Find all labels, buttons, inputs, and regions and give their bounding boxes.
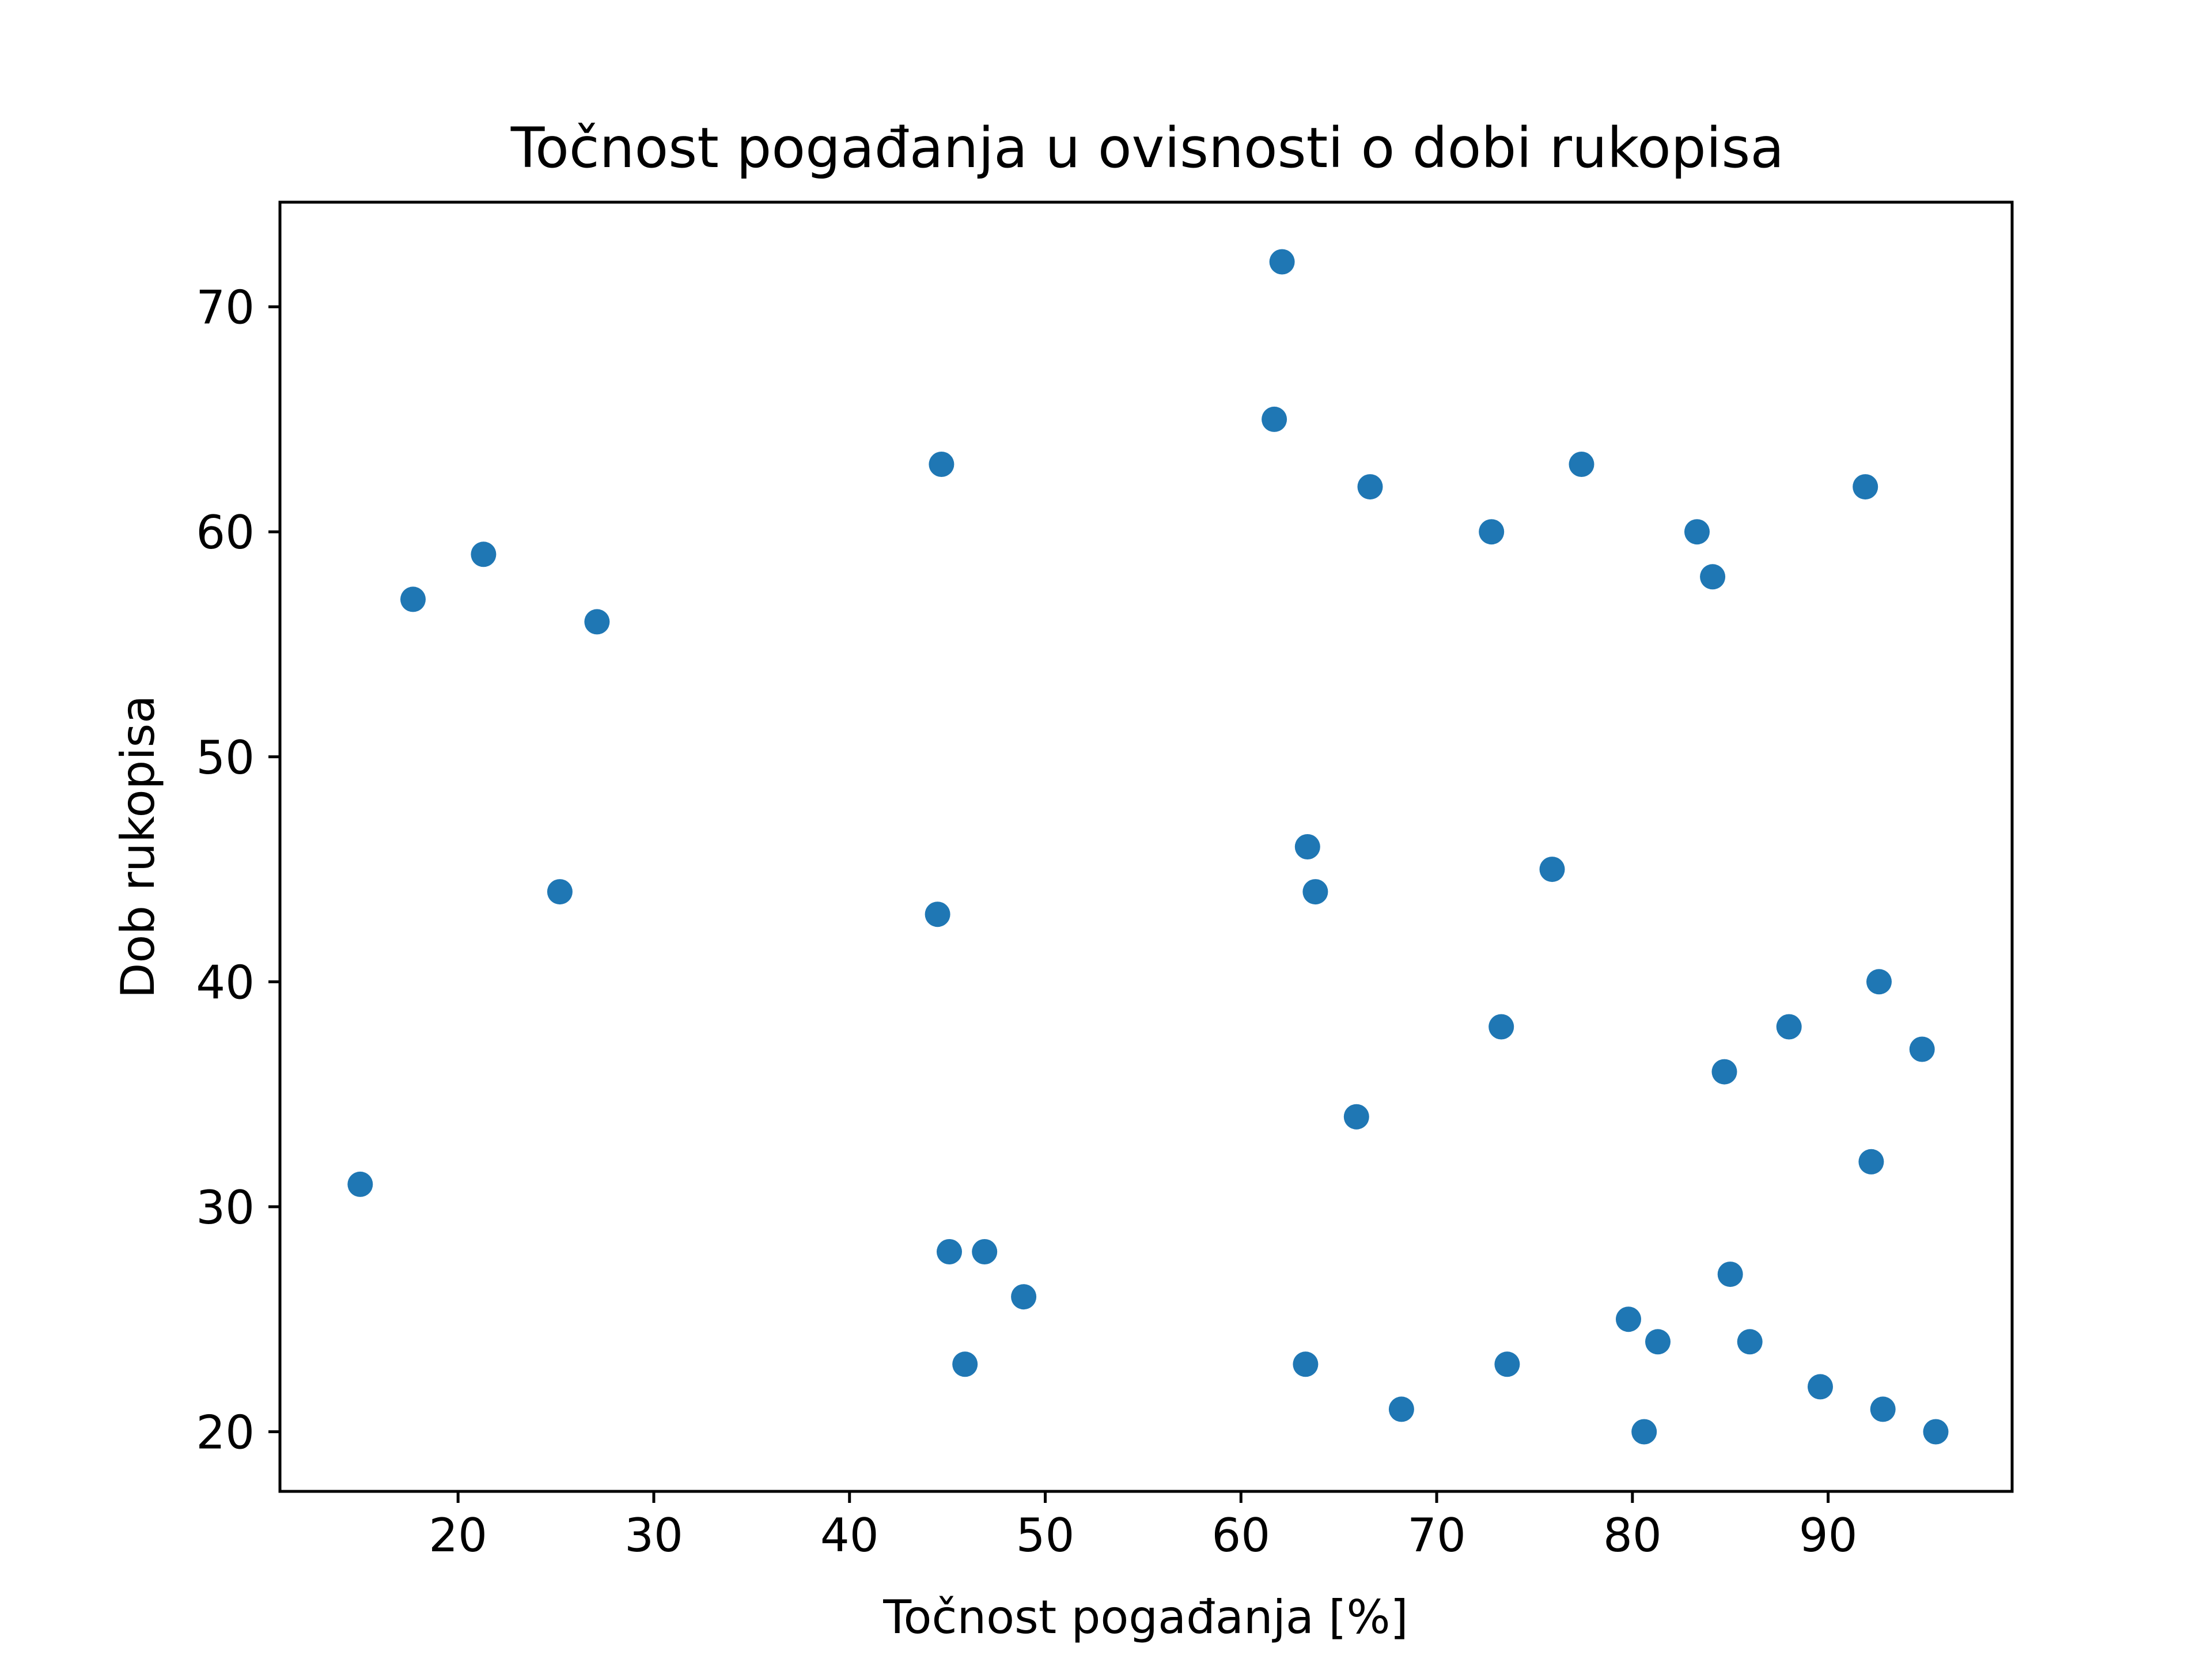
x-tick-label: 40 [820, 1509, 879, 1562]
data-point [1737, 1329, 1763, 1355]
data-point [1631, 1419, 1657, 1445]
plot-frame [278, 200, 2014, 1493]
data-point [584, 609, 610, 635]
data-point [347, 1171, 373, 1197]
data-point [400, 586, 426, 612]
data-point [1923, 1419, 1949, 1445]
data-point [925, 902, 950, 927]
data-point [1776, 1014, 1802, 1040]
x-tick-label: 20 [429, 1509, 487, 1562]
data-point [929, 452, 955, 477]
data-point [1262, 406, 1287, 432]
y-tick-label: 60 [196, 506, 255, 559]
data-point [1717, 1262, 1743, 1287]
data-point [1302, 879, 1328, 905]
data-point [1293, 1351, 1319, 1377]
data-point [952, 1351, 978, 1377]
data-point [1269, 249, 1295, 275]
y-tick-label: 20 [196, 1406, 255, 1459]
data-point [547, 879, 573, 905]
data-point [1616, 1306, 1641, 1332]
x-axis: 20 30 40 50 60 70 80 90 [429, 1491, 1858, 1562]
x-tick-label: 70 [1407, 1509, 1466, 1562]
x-tick-label: 50 [1016, 1509, 1075, 1562]
y-axis-label: Dob rukopisa [111, 695, 165, 998]
data-point [1479, 519, 1505, 545]
data-point [972, 1239, 998, 1264]
data-point [1808, 1374, 1833, 1400]
data-point [1357, 474, 1383, 500]
x-tick-label: 90 [1799, 1509, 1858, 1562]
x-tick-label: 60 [1211, 1509, 1270, 1562]
y-tick-label: 70 [196, 281, 255, 335]
y-tick-label: 30 [196, 1181, 255, 1234]
data-point [1388, 1396, 1414, 1422]
data-point [1645, 1329, 1671, 1355]
data-point [1866, 969, 1892, 995]
data-point [937, 1239, 962, 1264]
chart-title: Točnost pogađanja u ovisnosti o dobi ruk… [510, 116, 1784, 180]
y-axis: 20 30 40 50 60 70 [196, 281, 280, 1459]
data-point [1684, 519, 1710, 545]
data-point [1539, 857, 1565, 882]
data-point [1343, 1104, 1369, 1130]
x-tick-label: 80 [1603, 1509, 1662, 1562]
points-layer [347, 249, 1949, 1445]
data-point [1494, 1351, 1520, 1377]
data-point [1700, 564, 1726, 590]
data-point [1488, 1014, 1514, 1040]
x-axis-label: Točnost pogađanja [%] [882, 1590, 1408, 1644]
data-point [1569, 452, 1594, 477]
data-point [1011, 1284, 1037, 1310]
data-point [1909, 1036, 1935, 1062]
data-point [471, 541, 497, 567]
y-tick-label: 40 [196, 956, 255, 1009]
data-point [1853, 474, 1878, 500]
data-point [1294, 834, 1320, 859]
data-point [1870, 1396, 1896, 1422]
y-tick-label: 50 [196, 731, 255, 785]
data-point [1858, 1149, 1884, 1175]
data-point [1711, 1059, 1737, 1085]
x-tick-label: 30 [624, 1509, 683, 1562]
